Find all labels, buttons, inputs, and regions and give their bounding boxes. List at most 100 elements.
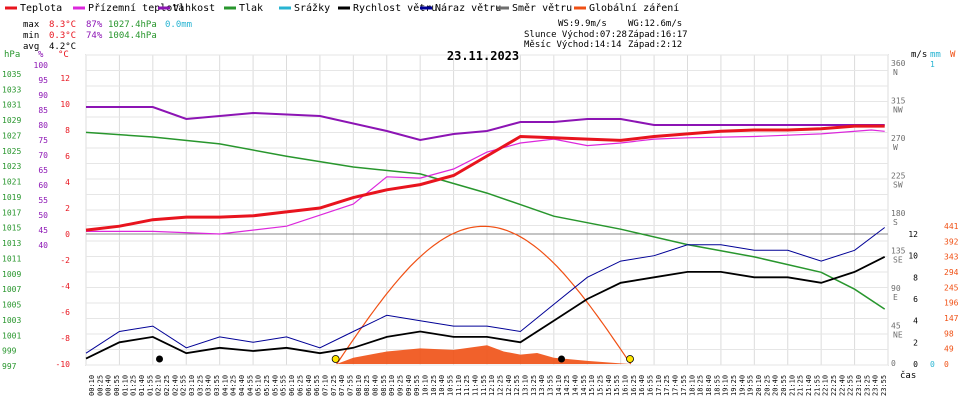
time-tick: 09:55	[413, 375, 421, 396]
time-tick: 10:55	[446, 375, 454, 396]
time-tick: 03:40	[205, 375, 213, 396]
ms-tick: 2	[913, 338, 918, 347]
time-tick: 07:25	[330, 375, 338, 396]
time-tick: 18:25	[697, 375, 705, 396]
time-tick: 18:10	[688, 375, 696, 396]
pct-tick: 85	[38, 106, 48, 115]
time-tick: 19:25	[730, 375, 738, 396]
ground-temperature-line	[86, 129, 885, 235]
time-tick: 20:25	[763, 375, 771, 396]
time-tick: 20:55	[780, 375, 788, 396]
stats-max-temp: 8.3°C	[49, 20, 76, 30]
time-tick: 04:25	[230, 375, 238, 396]
time-tick: 05:55	[280, 375, 288, 396]
time-tick: 12:40	[505, 375, 513, 396]
time-tick: 11:25	[463, 375, 471, 396]
time-tick: 03:10	[188, 375, 196, 396]
hpa-tick: 1035	[2, 70, 21, 79]
hpa-tick: 1003	[2, 316, 21, 325]
time-tick: 22:25	[830, 375, 838, 396]
legend-label-0: Teplota	[20, 3, 62, 14]
radiation-theoretical-curve	[336, 225, 632, 365]
time-tick: 08:10	[355, 375, 363, 396]
stats-sun-rise: Slunce Východ:07:28	[524, 30, 627, 40]
dir-tick-value: 0	[891, 359, 896, 368]
time-tick: 00:25	[96, 375, 104, 396]
pct-tick: 90	[38, 91, 48, 100]
time-tick: 01:25	[130, 375, 138, 396]
radiation-area	[336, 345, 631, 364]
dir-tick-value: 90	[891, 284, 901, 293]
hpa-tick: 1013	[2, 239, 21, 248]
time-tick: 01:55	[146, 375, 154, 396]
hpa-tick: 1029	[2, 116, 21, 125]
axis-unit-degc: °C	[58, 50, 69, 60]
stats-max-press: 1027.4hPa	[108, 20, 157, 30]
time-tick: 12:55	[513, 375, 521, 396]
time-tick: 13:40	[538, 375, 546, 396]
temp-tick: -4	[60, 282, 70, 291]
legend-label-4: Srážky	[294, 2, 330, 14]
time-tick: 17:25	[663, 375, 671, 396]
temp-tick: 8	[65, 126, 70, 135]
time-tick: 06:10	[288, 375, 296, 396]
legend-label-2: Vlhkost	[173, 3, 215, 14]
axis-unit-time: čas	[900, 370, 916, 381]
stats-moon-set: Západ:2:12	[628, 40, 682, 50]
temp-tick: 0	[65, 230, 70, 239]
time-tick: 04:10	[221, 375, 229, 396]
time-tick: 05:40	[271, 375, 279, 396]
hpa-tick: 1023	[2, 162, 21, 171]
ms-tick: 6	[913, 295, 918, 304]
axis-unit-mm: mm	[930, 50, 941, 60]
time-tick: 19:40	[738, 375, 746, 396]
time-tick: 10:25	[430, 375, 438, 396]
time-tick: 12:10	[488, 375, 496, 396]
sunset-marker	[626, 355, 634, 363]
time-tick: 03:25	[196, 375, 204, 396]
time-tick: 14:40	[572, 375, 580, 396]
time-tick: 19:55	[747, 375, 755, 396]
pct-tick: 100	[34, 61, 49, 70]
mm-tick: 0	[930, 360, 935, 369]
temp-tick: 6	[65, 152, 70, 161]
axis-unit-hpa: hPa	[4, 50, 20, 60]
pct-tick: 95	[38, 76, 48, 85]
time-tick: 20:10	[755, 375, 763, 396]
time-tick: 00:55	[113, 375, 121, 396]
time-tick: 05:10	[255, 375, 263, 396]
time-tick: 22:10	[822, 375, 830, 396]
time-tick: 15:10	[588, 375, 596, 396]
time-tick: 04:40	[238, 375, 246, 396]
stats-min-press: 1004.4hPa	[108, 31, 157, 41]
wm2-tick: 343	[944, 253, 959, 262]
axis-unit-ms: m/s	[911, 50, 927, 60]
pct-tick: 80	[38, 121, 48, 130]
time-tick: 13:10	[522, 375, 530, 396]
time-tick: 17:55	[680, 375, 688, 396]
time-tick: 21:40	[805, 375, 813, 396]
dir-tick-value: 315	[891, 97, 906, 106]
time-tick: 12:25	[497, 375, 505, 396]
dir-tick-label: E	[893, 293, 898, 302]
pct-tick: 40	[38, 241, 48, 250]
stats-wg: WG:12.6m/s	[628, 19, 682, 29]
time-tick: 06:40	[305, 375, 313, 396]
dir-tick-label: SE	[893, 256, 903, 265]
hpa-tick: 1017	[2, 208, 21, 217]
stats-avg-label: avg	[23, 42, 39, 52]
legend-label-5: Rychlost větru	[353, 2, 437, 14]
hpa-tick: 1015	[2, 224, 21, 233]
time-tick: 06:25	[296, 375, 304, 396]
legend-label-8: Globální záření	[589, 2, 679, 14]
hpa-tick: 1031	[2, 101, 21, 110]
wm2-tick: 245	[944, 283, 959, 292]
wm2-tick: 98	[944, 329, 954, 338]
time-tick: 11:10	[455, 375, 463, 396]
moonset-marker	[156, 355, 164, 363]
dir-tick-label: SW	[893, 181, 903, 190]
time-tick: 02:10	[155, 375, 163, 396]
ms-tick: 12	[908, 230, 918, 239]
chart-date: 23.11.2023	[447, 49, 519, 63]
